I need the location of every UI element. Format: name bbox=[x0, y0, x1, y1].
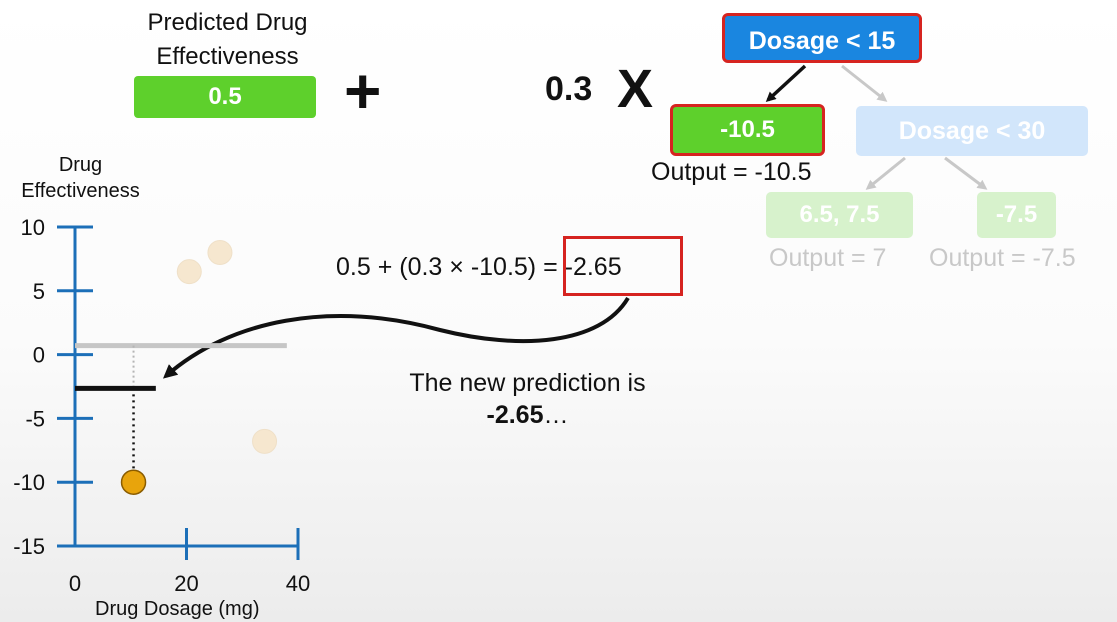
tree-right-node: Dosage < 30 bbox=[856, 106, 1088, 156]
new-prediction-text: The new prediction is -2.65… bbox=[409, 369, 646, 429]
prediction-equation: 0.5 + (0.3 × -10.5) = -2.65 bbox=[336, 253, 622, 282]
plus-operator: + bbox=[344, 55, 382, 127]
learning-rate: 0.3 bbox=[545, 70, 593, 108]
y-tick-label: 5 bbox=[33, 279, 45, 304]
equation-lhs: 0.5 + (0.3 × -10.5) bbox=[336, 253, 537, 281]
chart-x-label: Drug Dosage (mg) bbox=[95, 598, 260, 620]
left-leaf-output: Output = -10.5 bbox=[651, 158, 812, 186]
times-operator: X bbox=[617, 59, 654, 119]
equation-rhs: = -2.65 bbox=[543, 253, 622, 281]
node-left-arrow bbox=[865, 156, 906, 190]
x-tick-label: 20 bbox=[174, 571, 198, 596]
root-right-arrow bbox=[841, 64, 888, 102]
tree-left-leaf: -10.5 bbox=[670, 104, 825, 156]
tree-right-left-leaf: 6.5, 7.5 bbox=[766, 192, 913, 238]
faded-data-point bbox=[176, 259, 202, 285]
faded-data-point bbox=[207, 240, 233, 266]
tree-root-node: Dosage < 15 bbox=[722, 13, 922, 63]
x-tick-label: 40 bbox=[286, 571, 310, 596]
predicted-effectiveness-title: Predicted Drug Effectiveness bbox=[147, 9, 308, 70]
result-to-chart-arrow bbox=[162, 296, 630, 379]
y-tick-label: -15 bbox=[13, 534, 45, 559]
root-left-arrow bbox=[765, 64, 807, 103]
node-right-arrow bbox=[944, 156, 988, 190]
right-left-output: Output = 7 bbox=[769, 244, 887, 272]
result-highlight-box bbox=[563, 236, 683, 296]
y-tick-label: 0 bbox=[33, 343, 45, 368]
base-prediction-box: 0.5 bbox=[134, 76, 316, 118]
y-tick-label: -5 bbox=[25, 406, 45, 431]
new-prediction-value: -2.65 bbox=[486, 401, 544, 429]
highlighted-data-point bbox=[120, 469, 147, 495]
right-right-output: Output = -7.5 bbox=[929, 244, 1076, 272]
chart-y-label: Drug Effectiveness bbox=[21, 154, 140, 202]
y-tick-label: 10 bbox=[21, 215, 45, 240]
faded-data-point bbox=[252, 428, 278, 454]
x-tick-label: 0 bbox=[69, 571, 81, 596]
tree-right-right-leaf: -7.5 bbox=[977, 192, 1056, 238]
y-tick-label: -10 bbox=[13, 470, 45, 495]
